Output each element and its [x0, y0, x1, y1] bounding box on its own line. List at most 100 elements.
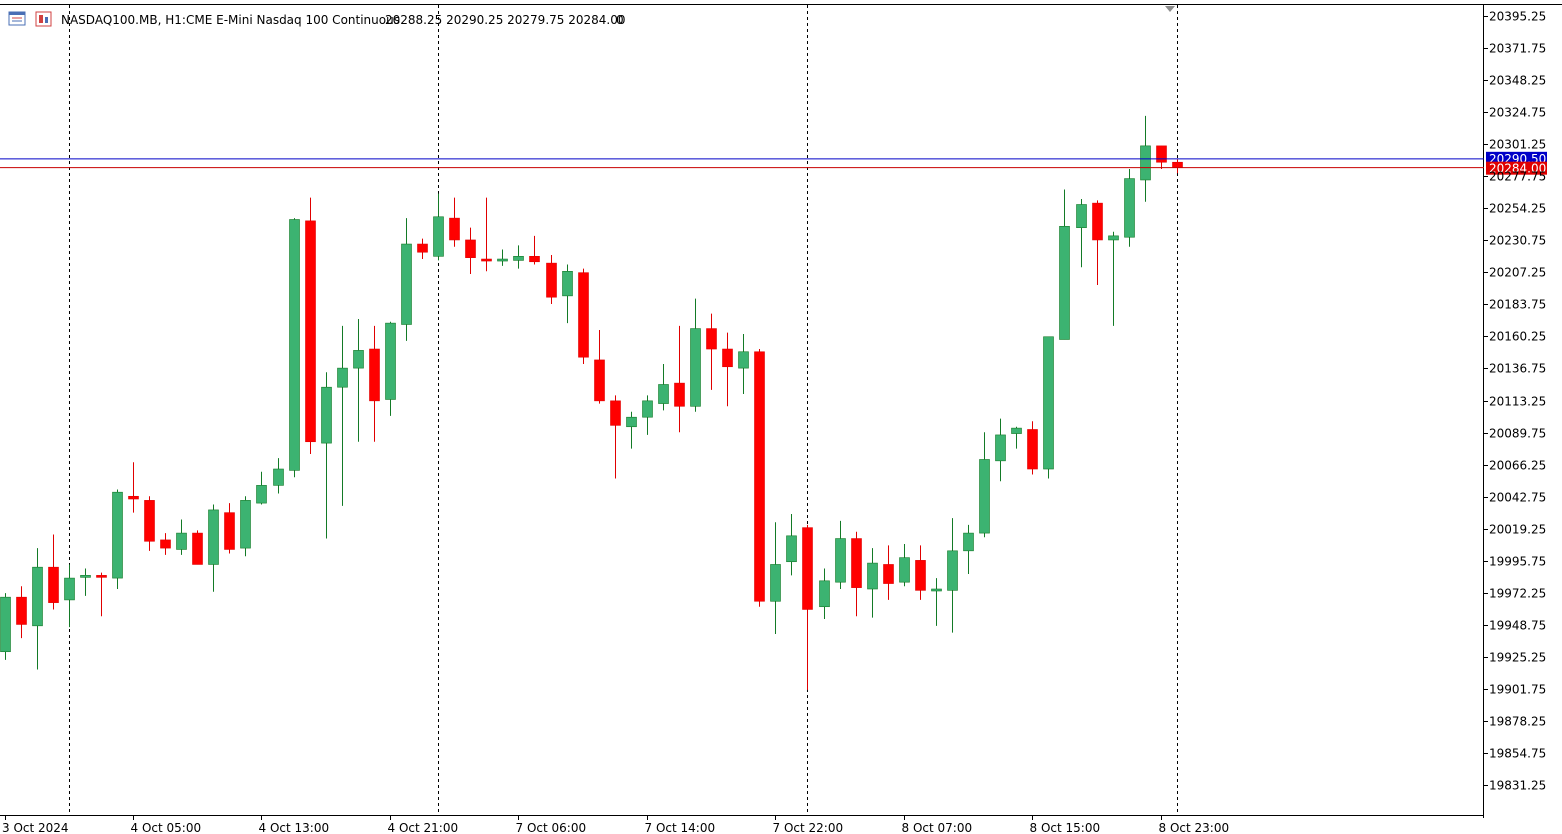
- bull-candle: [690, 298, 701, 412]
- bear-candle: [546, 254, 557, 305]
- price-tick-label: 19995.75: [1489, 555, 1546, 569]
- price-tick-label: 19925.25: [1489, 651, 1546, 665]
- bull-candle: [931, 578, 942, 626]
- bull-candle: [337, 325, 348, 506]
- bull-candle: [819, 568, 830, 619]
- bull-candle: [770, 522, 781, 634]
- ohlc-readout: 20288.25 20290.25 20279.75 20284.00: [385, 13, 625, 27]
- bear-candle: [610, 395, 621, 479]
- bear-candle: [1156, 145, 1167, 170]
- time-tick-label: 7 Oct 14:00: [645, 821, 716, 834]
- bear-candle: [96, 572, 107, 617]
- chart-menu-icon[interactable]: [8, 11, 26, 26]
- bull-candle: [658, 364, 669, 411]
- ask-price-label: 20284.00: [1489, 162, 1546, 176]
- time-tick-label: 4 Oct 13:00: [259, 821, 330, 834]
- bid-price-tag: [1486, 151, 1547, 165]
- bull-candle: [80, 568, 91, 596]
- bull-candle: [256, 471, 267, 505]
- bull-candle: [1011, 426, 1022, 449]
- bear-candle: [144, 496, 155, 551]
- price-tick-label: 20160.25: [1489, 330, 1546, 344]
- bull-candle: [867, 548, 878, 618]
- bear-candle: [529, 235, 540, 265]
- bear-candle: [802, 524, 813, 690]
- bull-candle: [562, 264, 573, 324]
- ask-price-tag: [1486, 161, 1547, 175]
- time-tick-label: 4 Oct 21:00: [388, 821, 459, 834]
- time-tick-label: 7 Oct 06:00: [516, 821, 587, 834]
- bull-candle: [899, 544, 910, 587]
- price-tick-label: 19878.25: [1489, 715, 1546, 729]
- time-tick-label: 8 Oct 23:00: [1159, 821, 1230, 834]
- bear-candle: [16, 586, 27, 639]
- bull-candle: [385, 321, 396, 416]
- bull-candle: [321, 372, 332, 539]
- bull-candle: [835, 520, 846, 590]
- bear-candle: [706, 313, 717, 390]
- bull-candle: [289, 218, 300, 478]
- bull-candle: [1059, 189, 1070, 340]
- time-axis: 3 Oct 2024 4 Oct 05:00 4 Oct 13:00 4 Oct 21…: [2, 815, 1229, 834]
- price-tick-label: 20230.75: [1489, 234, 1546, 248]
- shift-marker-icon[interactable]: [1165, 6, 1175, 12]
- time-tick-label: 7 Oct 22:00: [773, 821, 844, 834]
- price-tick-label: 19831.25: [1489, 779, 1546, 793]
- price-tick-label: 20395.25: [1489, 10, 1546, 24]
- bear-candle: [883, 545, 894, 600]
- price-tick-label: 20136.75: [1489, 362, 1546, 376]
- price-tick-label: 19854.75: [1489, 747, 1546, 761]
- time-tick-label: 8 Oct 15:00: [1030, 821, 1101, 834]
- price-tick-label: 20066.25: [1489, 459, 1546, 473]
- bull-candle: [1124, 169, 1135, 247]
- bear-candle: [160, 533, 171, 555]
- price-tick-label: 20207.25: [1489, 266, 1546, 280]
- bull-candle: [1108, 231, 1119, 326]
- bear-candle: [674, 325, 685, 433]
- bear-candle: [1092, 200, 1103, 285]
- bear-candle: [449, 197, 460, 247]
- bull-candle: [273, 458, 284, 494]
- price-tick-label: 19948.75: [1489, 619, 1546, 633]
- bull-candle: [626, 411, 637, 449]
- bull-candle: [208, 504, 219, 592]
- bear-candle: [48, 534, 59, 610]
- bear-candle: [851, 531, 862, 617]
- instrument-description: CME E-Mini Nasdaq 100 Continuous: [186, 13, 400, 27]
- price-tick-label: 20042.75: [1489, 491, 1546, 505]
- bear-candle: [578, 268, 589, 365]
- bull-candle: [353, 319, 364, 442]
- bear-candle: [722, 332, 733, 407]
- bull-candle: [786, 514, 797, 576]
- price-tick-label: 20324.75: [1489, 106, 1546, 120]
- bull-candle: [1043, 336, 1054, 479]
- bull-candle: [433, 193, 444, 261]
- bear-candle: [1027, 421, 1038, 475]
- bull-candle: [642, 395, 653, 435]
- bull-candle: [0, 593, 11, 660]
- bear-candle: [915, 545, 926, 600]
- price-tick-label: 20371.75: [1489, 42, 1546, 56]
- bear-candle: [481, 197, 492, 272]
- chart-window-icon[interactable]: [35, 11, 52, 27]
- bear-candle: [192, 530, 203, 565]
- bull-candle: [1076, 199, 1087, 268]
- bull-candle: [497, 249, 508, 266]
- price-tick-label: 20183.75: [1489, 298, 1546, 312]
- bull-candle: [513, 245, 524, 269]
- price-tick-label: 20348.25: [1489, 74, 1546, 88]
- price-tick-label: 19972.25: [1489, 587, 1546, 601]
- price-tick-label: 20019.25: [1489, 523, 1546, 537]
- bear-candle: [754, 349, 765, 607]
- bear-candle: [465, 227, 476, 275]
- price-axis: 20395.25 20371.75 20348.25 20324.75 20301.25…: [1483, 10, 1546, 793]
- bull-candle: [401, 218, 412, 341]
- bull-candle: [947, 518, 958, 633]
- bull-candle: [995, 418, 1006, 482]
- bull-candle: [32, 548, 43, 670]
- bear-candle: [224, 503, 235, 554]
- candlestick-series: [0, 115, 1183, 690]
